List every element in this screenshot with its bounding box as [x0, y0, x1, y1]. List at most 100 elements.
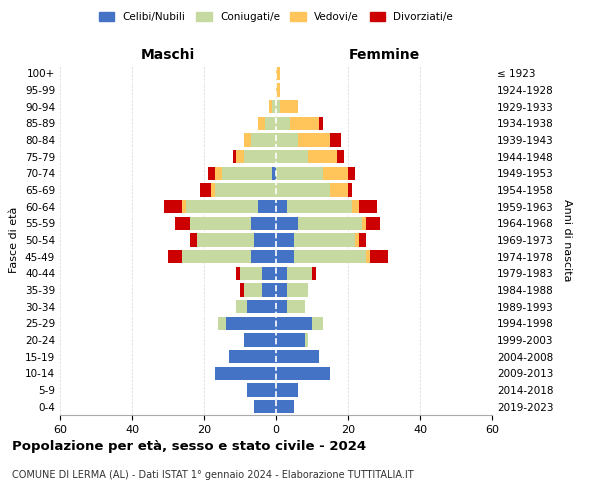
- Bar: [276, 84, 280, 96]
- Bar: [366, 250, 370, 264]
- Bar: [254, 400, 276, 413]
- Bar: [337, 150, 344, 164]
- Bar: [348, 184, 352, 196]
- Bar: [276, 350, 319, 364]
- Bar: [272, 100, 276, 114]
- Bar: [244, 150, 276, 164]
- Bar: [276, 184, 330, 196]
- Bar: [305, 334, 308, 346]
- Text: Popolazione per età, sesso e stato civile - 2024: Popolazione per età, sesso e stato civil…: [12, 440, 366, 453]
- Bar: [233, 150, 236, 164]
- Bar: [290, 116, 319, 130]
- Bar: [276, 400, 294, 413]
- Bar: [276, 116, 290, 130]
- Legend: Celibi/Nubili, Coniugati/e, Vedovi/e, Divorziati/e: Celibi/Nubili, Coniugati/e, Vedovi/e, Di…: [95, 8, 457, 26]
- Bar: [164, 200, 182, 213]
- Bar: [323, 166, 348, 180]
- Bar: [244, 334, 276, 346]
- Bar: [359, 234, 366, 246]
- Bar: [352, 200, 359, 213]
- Bar: [258, 116, 265, 130]
- Bar: [265, 116, 276, 130]
- Bar: [182, 250, 251, 264]
- Bar: [197, 234, 254, 246]
- Bar: [186, 200, 258, 213]
- Bar: [182, 200, 186, 213]
- Bar: [287, 284, 308, 296]
- Bar: [294, 250, 366, 264]
- Bar: [298, 216, 362, 230]
- Bar: [276, 384, 298, 396]
- Bar: [236, 150, 244, 164]
- Bar: [251, 134, 276, 146]
- Bar: [280, 100, 298, 114]
- Bar: [276, 166, 323, 180]
- Bar: [276, 300, 287, 314]
- Bar: [247, 384, 276, 396]
- Bar: [190, 234, 197, 246]
- Bar: [366, 216, 380, 230]
- Bar: [244, 284, 262, 296]
- Bar: [244, 134, 251, 146]
- Text: COMUNE DI LERMA (AL) - Dati ISTAT 1° gennaio 2024 - Elaborazione TUTTITALIA.IT: COMUNE DI LERMA (AL) - Dati ISTAT 1° gen…: [12, 470, 413, 480]
- Y-axis label: Anni di nascita: Anni di nascita: [562, 198, 572, 281]
- Bar: [211, 184, 215, 196]
- Bar: [251, 250, 276, 264]
- Bar: [236, 266, 240, 280]
- Bar: [276, 316, 312, 330]
- Bar: [222, 166, 272, 180]
- Bar: [276, 216, 298, 230]
- Bar: [175, 216, 190, 230]
- Bar: [240, 266, 262, 280]
- Bar: [262, 284, 276, 296]
- Bar: [236, 300, 247, 314]
- Bar: [229, 350, 276, 364]
- Bar: [276, 366, 330, 380]
- Bar: [258, 200, 276, 213]
- Bar: [251, 216, 276, 230]
- Bar: [276, 200, 287, 213]
- Bar: [287, 266, 312, 280]
- Bar: [287, 300, 305, 314]
- Bar: [276, 234, 294, 246]
- Bar: [319, 116, 323, 130]
- Bar: [215, 184, 276, 196]
- Bar: [276, 100, 280, 114]
- Bar: [330, 134, 341, 146]
- Bar: [276, 134, 298, 146]
- Bar: [218, 316, 226, 330]
- Bar: [287, 200, 352, 213]
- Bar: [276, 250, 294, 264]
- Bar: [312, 316, 323, 330]
- Bar: [269, 100, 272, 114]
- Bar: [168, 250, 182, 264]
- Text: Maschi: Maschi: [141, 48, 195, 62]
- Bar: [190, 216, 251, 230]
- Bar: [276, 150, 308, 164]
- Bar: [200, 184, 211, 196]
- Bar: [276, 66, 280, 80]
- Bar: [272, 166, 276, 180]
- Text: Femmine: Femmine: [349, 48, 419, 62]
- Bar: [215, 366, 276, 380]
- Bar: [247, 300, 276, 314]
- Bar: [362, 216, 366, 230]
- Bar: [359, 200, 377, 213]
- Bar: [240, 284, 244, 296]
- Bar: [298, 134, 330, 146]
- Bar: [312, 266, 316, 280]
- Bar: [355, 234, 359, 246]
- Bar: [308, 150, 337, 164]
- Bar: [254, 234, 276, 246]
- Bar: [276, 284, 287, 296]
- Bar: [262, 266, 276, 280]
- Bar: [294, 234, 355, 246]
- Bar: [370, 250, 388, 264]
- Bar: [276, 334, 305, 346]
- Bar: [208, 166, 215, 180]
- Bar: [226, 316, 276, 330]
- Bar: [215, 166, 222, 180]
- Bar: [330, 184, 348, 196]
- Bar: [348, 166, 355, 180]
- Bar: [276, 266, 287, 280]
